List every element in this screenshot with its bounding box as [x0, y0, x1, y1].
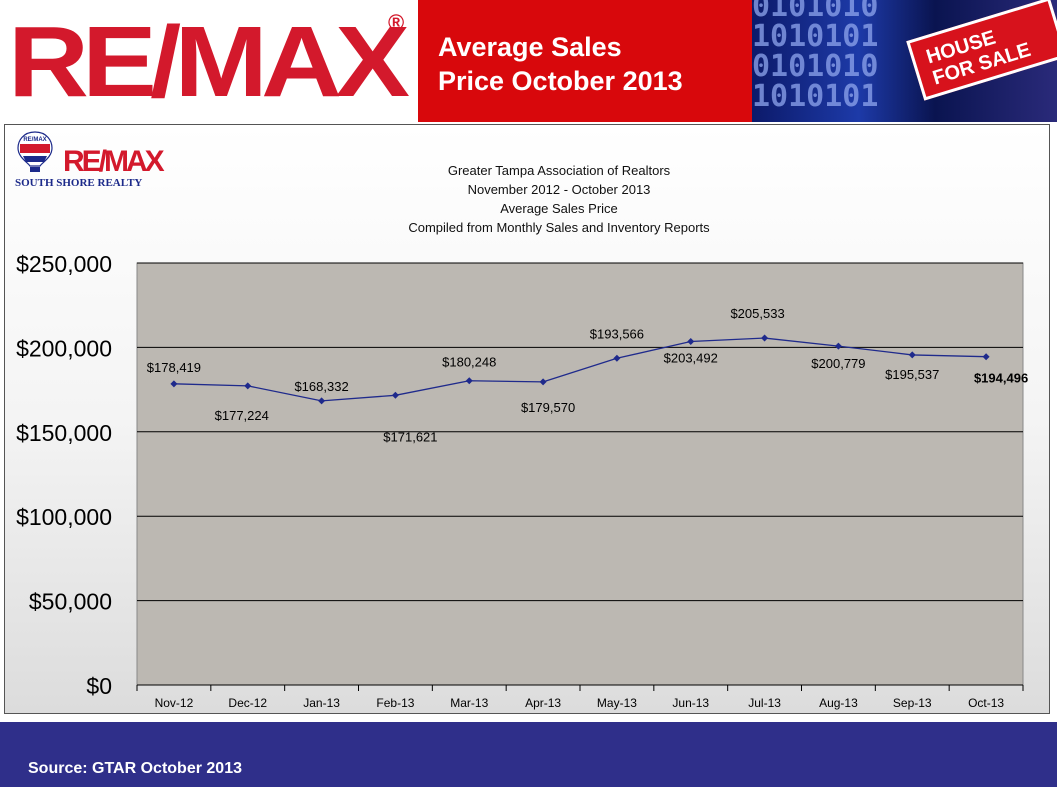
- y-tick-label: $250,000: [16, 251, 112, 277]
- y-tick-label: $50,000: [29, 589, 112, 615]
- data-label: $177,224: [215, 408, 269, 423]
- data-point-marker: [982, 353, 990, 361]
- x-tick-label: Jul-13: [748, 696, 781, 710]
- data-point-marker: [465, 377, 473, 385]
- x-tick-label: Apr-13: [525, 696, 561, 710]
- remax-logo: RE/MAX ®: [0, 0, 418, 122]
- data-label: $168,332: [294, 379, 348, 394]
- y-tick-label: $200,000: [16, 335, 112, 361]
- y-tick-label: $150,000: [16, 420, 112, 446]
- data-point-marker: [613, 354, 621, 362]
- remax-logo-text: RE/MAX: [8, 6, 410, 118]
- x-tick-label: Dec-12: [228, 696, 267, 710]
- balloon-text: RE/MAX: [23, 137, 46, 143]
- registered-mark: ®: [388, 10, 405, 35]
- chart-subtitle-line-2: November 2012 - October 2013: [467, 182, 651, 197]
- x-tick-label: May-13: [597, 696, 637, 710]
- title-line-2: Price October 2013: [438, 66, 683, 96]
- data-point-marker: [244, 382, 252, 390]
- data-point-marker: [761, 334, 769, 342]
- x-tick-label: Mar-13: [450, 696, 488, 710]
- y-tick-label: $100,000: [16, 504, 112, 530]
- plot-background: [136, 262, 1024, 686]
- plot-area-group: $0 $50,000 $100,000 $150,000 $200,000 $250,00…: [16, 251, 1028, 710]
- x-tick-label: Jun-13: [672, 696, 709, 710]
- footer-bar: Source: GTAR October 2013: [0, 722, 1057, 787]
- x-tick-label: Aug-13: [819, 696, 858, 710]
- binary-digits-background: 0101010 1010101 0101010 1010101: [752, 0, 879, 114]
- south-shore-realty-label: SOUTH SHORE REALTY: [15, 177, 143, 189]
- x-tick-label: Sep-13: [893, 696, 932, 710]
- data-label: $205,533: [730, 306, 784, 321]
- data-label: $195,537: [885, 367, 939, 382]
- data-label: $179,570: [521, 400, 575, 415]
- data-label: $171,621: [383, 429, 437, 444]
- series-line: [173, 337, 987, 402]
- small-remax-logo: RE/MAX: [63, 145, 165, 178]
- x-tick-label: Jan-13: [303, 696, 340, 710]
- data-label: $180,248: [442, 355, 496, 370]
- data-point-marker: [318, 397, 326, 405]
- x-tick-label: Oct-13: [968, 696, 1004, 710]
- title-line-1: Average Sales: [438, 32, 622, 62]
- y-tick-label: $0: [86, 673, 112, 699]
- data-point-marker: [170, 380, 178, 388]
- data-point-marker: [391, 391, 399, 399]
- x-tick-label: Feb-13: [376, 696, 414, 710]
- chart-subtitle-line-1: Greater Tampa Association of Realtors: [447, 163, 671, 178]
- header: RE/MAX ® Average Sales Price October 201…: [0, 0, 1057, 122]
- source-caption: Source: GTAR October 2013: [28, 760, 242, 777]
- data-point-marker: [539, 378, 547, 386]
- chart-subtitle-line-4: Compiled from Monthly Sales and Inventor…: [408, 220, 710, 235]
- data-label: $200,779: [811, 356, 865, 371]
- data-point-marker: [687, 338, 695, 346]
- data-label: $178,419: [147, 360, 201, 375]
- x-tick-label: Nov-12: [155, 696, 194, 710]
- chart-subtitle-line-3: Average Sales Price: [500, 201, 618, 216]
- remax-balloon-icon: RE/MAX: [17, 131, 53, 172]
- title-banner: Average Sales Price October 2013: [418, 0, 752, 122]
- data-point-marker: [834, 342, 842, 350]
- data-label: $193,566: [590, 326, 644, 341]
- data-label: $203,492: [664, 351, 718, 366]
- data-label: $194,496: [974, 371, 1028, 386]
- data-point-marker: [908, 351, 916, 359]
- house-for-sale-photo: 0101010 1010101 0101010 1010101 HOUSE FO…: [752, 0, 1057, 122]
